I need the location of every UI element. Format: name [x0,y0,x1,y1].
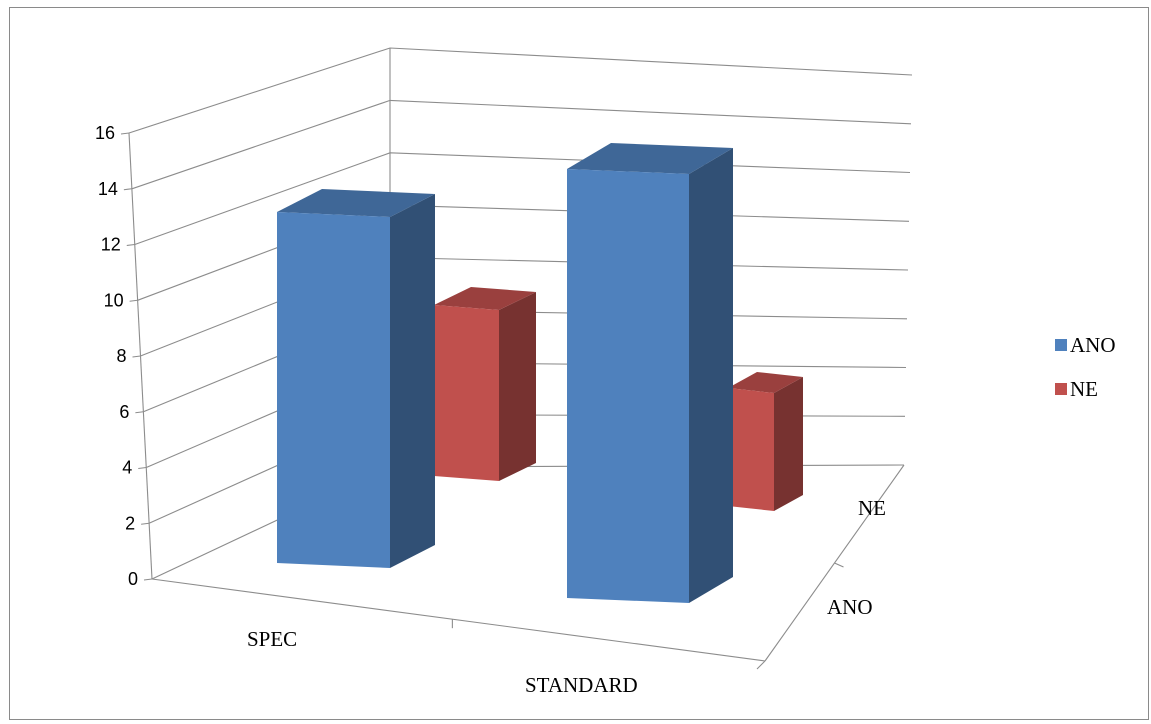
y-tick-labels: 0 2 4 6 8 10 12 14 16 [95,123,138,589]
bar-side-face [390,194,435,568]
bar-front-face [567,169,689,603]
y-tick-mark-6 [135,411,144,414]
chart-frame: 0 2 4 6 8 10 12 14 16 SPEC STANDARD ANO NE ANO NE [9,7,1149,720]
y-tick-label-12: 12 [101,235,121,255]
legend-label-ne: NE [1070,377,1098,401]
x-category-label-standard: STANDARD [525,673,638,697]
bar-front-face [728,388,774,511]
y-tick-mark-12 [126,243,135,247]
depth-labels: ANO NE [827,496,886,619]
bar-top-face [728,372,803,393]
gridline-12 [134,152,911,246]
depth-category-label-ano: ANO [827,595,873,619]
y-tick-label-14: 14 [98,179,118,199]
bar-side-face [499,292,536,481]
bar-top-face [434,287,536,310]
bar-front-face [434,305,499,481]
y-tick-mark-8 [132,355,141,358]
y-tick-label-0: 0 [128,569,138,589]
y-tick-mark-0 [143,578,153,581]
bar-side-face [774,377,803,511]
category-labels: SPEC STANDARD [247,627,638,697]
bar-ano-standard [567,143,733,603]
legend: ANO NE [1055,333,1116,401]
x-category-label-spec: SPEC [247,627,297,651]
gridline-16 [128,47,913,134]
y-axis-line [128,132,153,580]
bar-ano-spec [277,189,435,568]
y-tick-label-16: 16 [95,123,115,143]
gridline-10 [137,204,910,301]
bar-side-face [689,148,733,603]
y-tick-mark-14 [123,188,132,191]
y-tick-label-6: 6 [119,402,129,422]
bars [277,143,803,603]
bar-top-face [567,143,733,174]
legend-swatch-ano [1055,339,1067,351]
y-tick-mark-10 [129,299,138,302]
gridline-14 [131,99,912,190]
depth-category-label-ne: NE [858,496,886,520]
bar-ne-spec [434,287,536,481]
depth-category-tick [834,562,844,568]
y-tick-mark-4 [138,466,147,470]
bar-ne-standard [728,372,803,511]
legend-swatch-ne [1055,383,1067,395]
chart-svg: 0 2 4 6 8 10 12 14 16 SPEC STANDARD ANO NE ANO NE [95,47,1116,697]
legend-label-ano: ANO [1070,333,1116,357]
y-tick-label-2: 2 [125,513,135,533]
bar-front-face [277,212,390,568]
y-tick-mark-16 [120,132,130,135]
y-tick-label-4: 4 [122,458,132,478]
bar-top-face [277,189,435,217]
y-tick-label-8: 8 [116,346,126,366]
y-tick-label-10: 10 [104,290,124,310]
y-tick-mark-2 [141,522,150,525]
x-axis-line [151,578,766,662]
x-end-tick [756,660,766,670]
